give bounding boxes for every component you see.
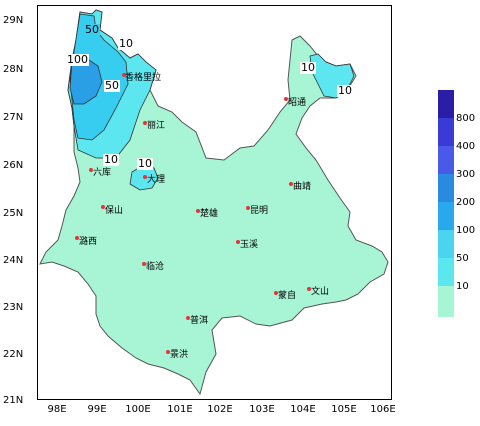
lat-label-24: 24N <box>3 255 24 266</box>
city-label-chuxiong: 楚雄 <box>200 209 219 219</box>
legend-swatch-100 <box>438 202 454 230</box>
legend-label-200: 200 <box>456 197 476 208</box>
legend-swatch-300 <box>438 146 454 174</box>
city-dot-liuku <box>89 168 93 172</box>
city-dot-zhaotong <box>284 97 288 101</box>
city-dot-mengzi <box>274 291 278 295</box>
city-label-zhaotong: 昭通 <box>288 98 307 108</box>
lat-label-21: 21N <box>3 395 24 406</box>
lat-label-28: 28N <box>3 64 24 75</box>
city-dot-lijiang <box>143 121 147 125</box>
city-dot-puer <box>186 316 190 320</box>
city-dot-chuxiong <box>196 209 200 213</box>
lat-label-29: 29N <box>3 15 24 26</box>
lat-label-27: 27N <box>3 112 24 123</box>
legend-label-800: 800 <box>456 113 476 124</box>
lon-label-102: 102E <box>207 404 233 415</box>
lat-label-26: 26N <box>3 160 24 171</box>
city-dot-luxi <box>75 236 79 240</box>
lon-label-103: 103E <box>249 404 275 415</box>
lon-label-99: 99E <box>87 404 107 415</box>
city-dot-kunming <box>246 206 250 210</box>
city-label-jinghong: 景洪 <box>170 350 189 360</box>
city-label-qujing: 曲靖 <box>293 182 312 192</box>
lon-label-100: 100E <box>125 404 151 415</box>
city-label-lijiang: 丽江 <box>147 121 166 131</box>
city-label-xianggelila: 香格里拉 <box>125 73 162 83</box>
city-dot-wenshan <box>307 287 311 291</box>
lon-label-105: 105E <box>331 404 357 415</box>
contour-label-50-top: 50 <box>84 23 100 36</box>
lon-label-98: 98E <box>47 404 67 415</box>
contour-label-10-west: 10 <box>103 153 119 166</box>
lat-label-23: 23N <box>3 302 24 313</box>
city-dot-qujing <box>289 182 293 186</box>
contour-label-50-mid: 50 <box>104 79 120 92</box>
city-dot-baoshan <box>101 205 105 209</box>
lon-label-106: 106E <box>370 404 396 415</box>
legend-swatch-50 <box>438 230 454 258</box>
contour-label-10-ne2: 10 <box>337 84 353 97</box>
city-label-wenshan: 文山 <box>311 287 330 297</box>
legend-label-300: 300 <box>456 169 476 180</box>
legend-swatch-200 <box>438 174 454 202</box>
legend-swatch-below-10 <box>438 286 454 317</box>
lat-label-22: 22N <box>3 349 24 360</box>
city-label-puer: 普洱 <box>190 316 209 326</box>
legend-label-400: 400 <box>456 141 476 152</box>
lat-label-25: 25N <box>3 208 24 219</box>
precipitation-legend <box>438 90 454 317</box>
city-label-kunming: 昆明 <box>250 206 269 216</box>
city-dot-jinghong <box>166 350 170 354</box>
city-label-luxi: 潞西 <box>79 237 98 247</box>
contour-label-10-ne1: 10 <box>300 61 316 74</box>
legend-label-10: 10 <box>456 281 469 292</box>
lon-label-104: 104E <box>290 404 316 415</box>
legend-label-50: 50 <box>456 253 469 264</box>
contour-label-10-top: 10 <box>118 37 134 50</box>
contour-label-100: 100 <box>66 53 89 66</box>
city-label-baoshan: 保山 <box>105 206 124 216</box>
city-dot-lincang <box>142 262 146 266</box>
lon-label-101: 101E <box>167 404 193 415</box>
city-dot-dali <box>143 175 147 179</box>
contour-region-100 <box>69 57 103 105</box>
city-dot-xianggelila <box>122 73 126 77</box>
legend-swatch-10 <box>438 258 454 286</box>
city-label-mengzi: 蒙自 <box>278 291 297 301</box>
legend-swatch-800 <box>438 90 454 118</box>
city-label-liuku: 六库 <box>93 168 112 178</box>
contour-label-10-dali: 10 <box>137 157 153 170</box>
city-label-dali: 大理 <box>147 175 166 185</box>
city-dot-yuxi <box>236 240 240 244</box>
city-label-lincang: 临沧 <box>146 262 165 272</box>
legend-swatch-400 <box>438 118 454 146</box>
legend-label-100: 100 <box>456 225 476 236</box>
city-label-yuxi: 玉溪 <box>240 240 259 250</box>
